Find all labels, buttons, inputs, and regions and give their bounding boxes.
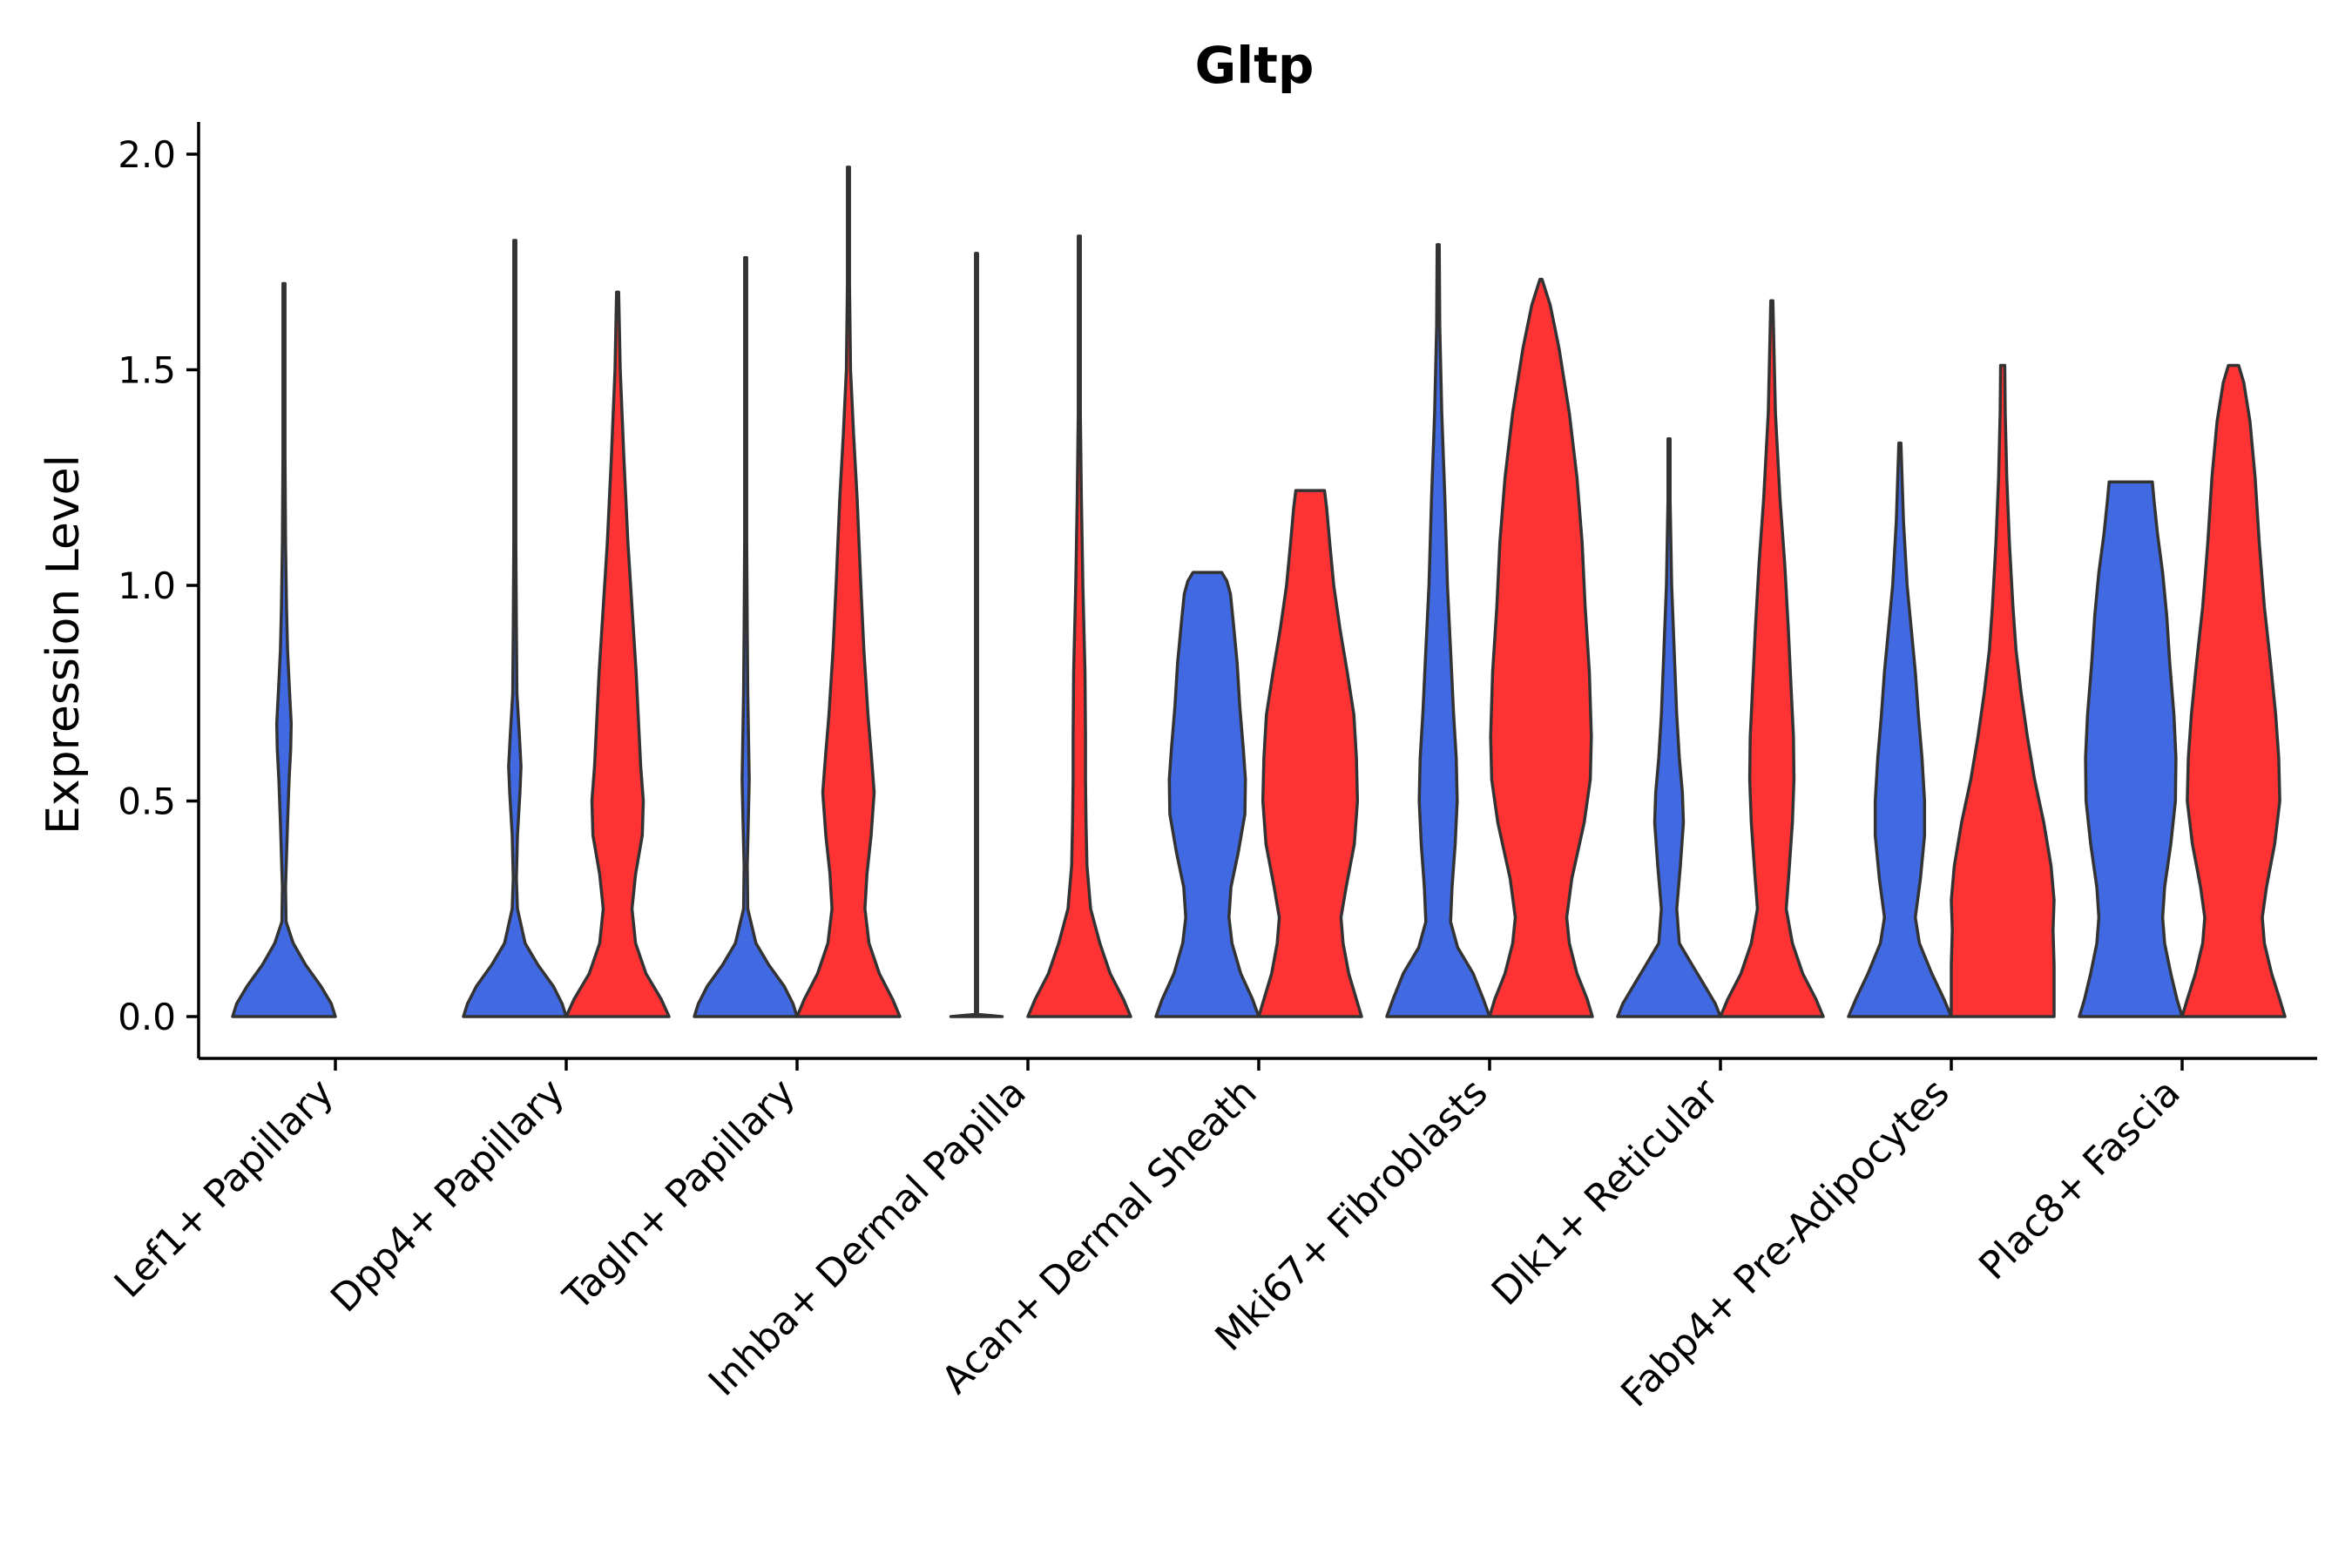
violin-red: [1488, 277, 1594, 1018]
violin-blue: [1154, 571, 1260, 1018]
violin-blue: [2078, 480, 2184, 1018]
x-tick-label: Plac8+ Fascia: [1970, 1071, 2189, 1289]
y-tick-label: 0.5: [118, 781, 176, 823]
y-axis-label: Expression Level: [37, 455, 90, 835]
violin-blue: [1385, 243, 1491, 1018]
violin-layer: [231, 166, 2287, 1018]
violin-blue: [693, 256, 799, 1018]
y-tick-label: 1.5: [118, 349, 176, 392]
violin-blue: [1616, 436, 1722, 1018]
violin-red: [795, 166, 902, 1018]
violin-blue: [949, 252, 1004, 1018]
violin-red: [1719, 299, 1825, 1018]
violin-red: [1026, 234, 1132, 1018]
violin-red: [2180, 363, 2287, 1018]
x-tick-label: Dlk1+ Reticular: [1484, 1070, 1728, 1315]
y-tick-label: 2.0: [118, 133, 176, 176]
violin-red: [564, 290, 671, 1018]
y-axis: 0.0 0.5 1.0 1.5 2.0: [118, 122, 200, 1058]
violin-blue: [231, 281, 337, 1018]
violin-red: [1950, 363, 2056, 1018]
chart-title: Gltp: [1195, 36, 1315, 95]
violin-red: [1257, 489, 1363, 1018]
violin-blue: [1847, 441, 1953, 1018]
y-tick-label: 0.0: [118, 996, 176, 1038]
y-tick-label: 1.0: [118, 564, 176, 607]
x-tick-label: Tagln+ Papillary: [555, 1071, 804, 1320]
x-tick-label: Dpp4+ Papillary: [322, 1071, 573, 1321]
violin-blue: [462, 239, 568, 1018]
x-tick-label: Lef1+ Papillary: [106, 1071, 342, 1307]
